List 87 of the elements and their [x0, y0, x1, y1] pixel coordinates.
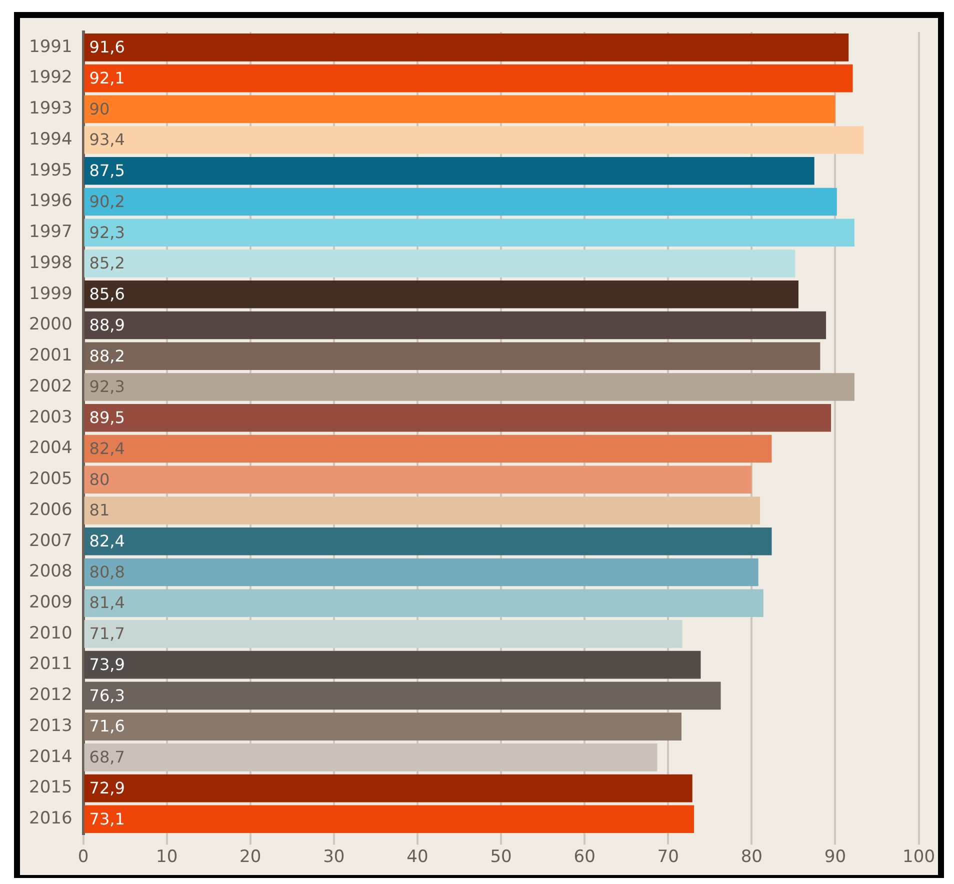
data-label: 73,1: [89, 809, 125, 828]
data-label: 88,2: [89, 346, 125, 366]
data-label: 89,5: [89, 408, 125, 428]
y-tick-label: 1996: [29, 191, 72, 212]
bar: [84, 712, 682, 740]
y-tick-label: 1993: [29, 98, 72, 119]
bar: [84, 620, 682, 648]
bar: [84, 774, 692, 802]
y-tick-label: 2012: [29, 685, 72, 706]
x-tick-label: 20: [240, 847, 262, 868]
bar: [84, 527, 772, 556]
bar: [84, 34, 849, 62]
data-label: 90: [89, 99, 110, 118]
bar: [84, 126, 864, 154]
x-tick-label: 90: [824, 847, 846, 868]
data-label: 93,4: [89, 130, 125, 150]
data-label: 68,7: [89, 748, 125, 767]
bar: [84, 558, 758, 586]
y-tick-label: 1992: [29, 68, 72, 88]
data-label: 72,9: [89, 778, 125, 798]
bar: [84, 157, 814, 185]
bar: [84, 434, 772, 463]
data-label: 82,4: [89, 532, 125, 550]
bar: [84, 95, 836, 124]
data-label: 85,2: [89, 254, 125, 273]
bar: [84, 404, 832, 432]
y-tick-label: 2010: [29, 623, 72, 644]
data-label: 76,3: [89, 686, 125, 705]
y-tick-label: 1998: [29, 252, 72, 273]
bar: [84, 250, 796, 278]
y-tick-label: 2004: [29, 438, 72, 458]
y-tick-label: 2003: [29, 407, 72, 428]
x-tick-label: 50: [490, 847, 512, 868]
y-tick-label: 1997: [29, 222, 72, 242]
x-tick-label: 10: [156, 847, 178, 868]
x-tick-label: 60: [574, 847, 596, 868]
y-tick-label: 2016: [29, 808, 72, 829]
bar: [84, 589, 764, 617]
data-label: 91,6: [89, 38, 125, 57]
data-label: 92,3: [89, 377, 125, 396]
data-label: 87,5: [89, 161, 125, 180]
x-tick-label: 40: [406, 847, 428, 868]
y-tick-label: 1995: [29, 160, 72, 180]
bar: [84, 64, 853, 92]
y-tick-label: 2001: [29, 346, 72, 366]
data-label: 82,4: [89, 438, 125, 458]
bar: [84, 280, 798, 308]
data-label: 85,6: [89, 284, 125, 304]
x-tick-label: 100: [902, 847, 936, 868]
data-label: 71,6: [89, 716, 125, 736]
data-label: 88,9: [89, 315, 125, 334]
data-label: 81: [89, 500, 110, 520]
data-label: 80,8: [89, 562, 125, 582]
bar: [84, 342, 820, 370]
bar: [84, 650, 701, 679]
bar: [84, 466, 752, 494]
data-label: 92,3: [89, 222, 125, 242]
y-tick-label: 2006: [29, 500, 72, 520]
data-label: 73,9: [89, 654, 125, 674]
y-tick-label: 1999: [29, 284, 72, 304]
y-tick-label: 2000: [29, 314, 72, 335]
y-tick-label: 2002: [29, 376, 72, 396]
y-tick-label: 2007: [29, 530, 72, 551]
y-tick-label: 2011: [29, 654, 72, 674]
data-label: 80: [89, 470, 110, 489]
x-tick-label: 30: [323, 847, 345, 868]
y-tick-label: 2015: [29, 778, 72, 798]
y-tick-label: 2008: [29, 562, 72, 582]
bar: [84, 805, 694, 834]
x-tick-label: 70: [657, 847, 679, 868]
data-label: 71,7: [89, 624, 125, 644]
y-tick-label: 1991: [29, 36, 72, 57]
bar: [84, 311, 826, 340]
bar: [84, 188, 837, 216]
bar: [84, 218, 854, 247]
bar: [84, 496, 760, 524]
y-tick-label: 2005: [29, 469, 72, 490]
y-tick-label: 2013: [29, 716, 72, 736]
data-label: 90,2: [89, 192, 125, 211]
bar: [84, 373, 854, 401]
x-tick-label: 80: [740, 847, 762, 868]
y-tick-label: 2009: [29, 592, 72, 613]
data-label: 81,4: [89, 593, 125, 612]
y-tick-label: 2014: [29, 746, 72, 767]
data-label: 92,1: [89, 68, 125, 88]
y-tick-label: 1994: [29, 129, 72, 150]
x-tick-label: 0: [78, 847, 89, 868]
